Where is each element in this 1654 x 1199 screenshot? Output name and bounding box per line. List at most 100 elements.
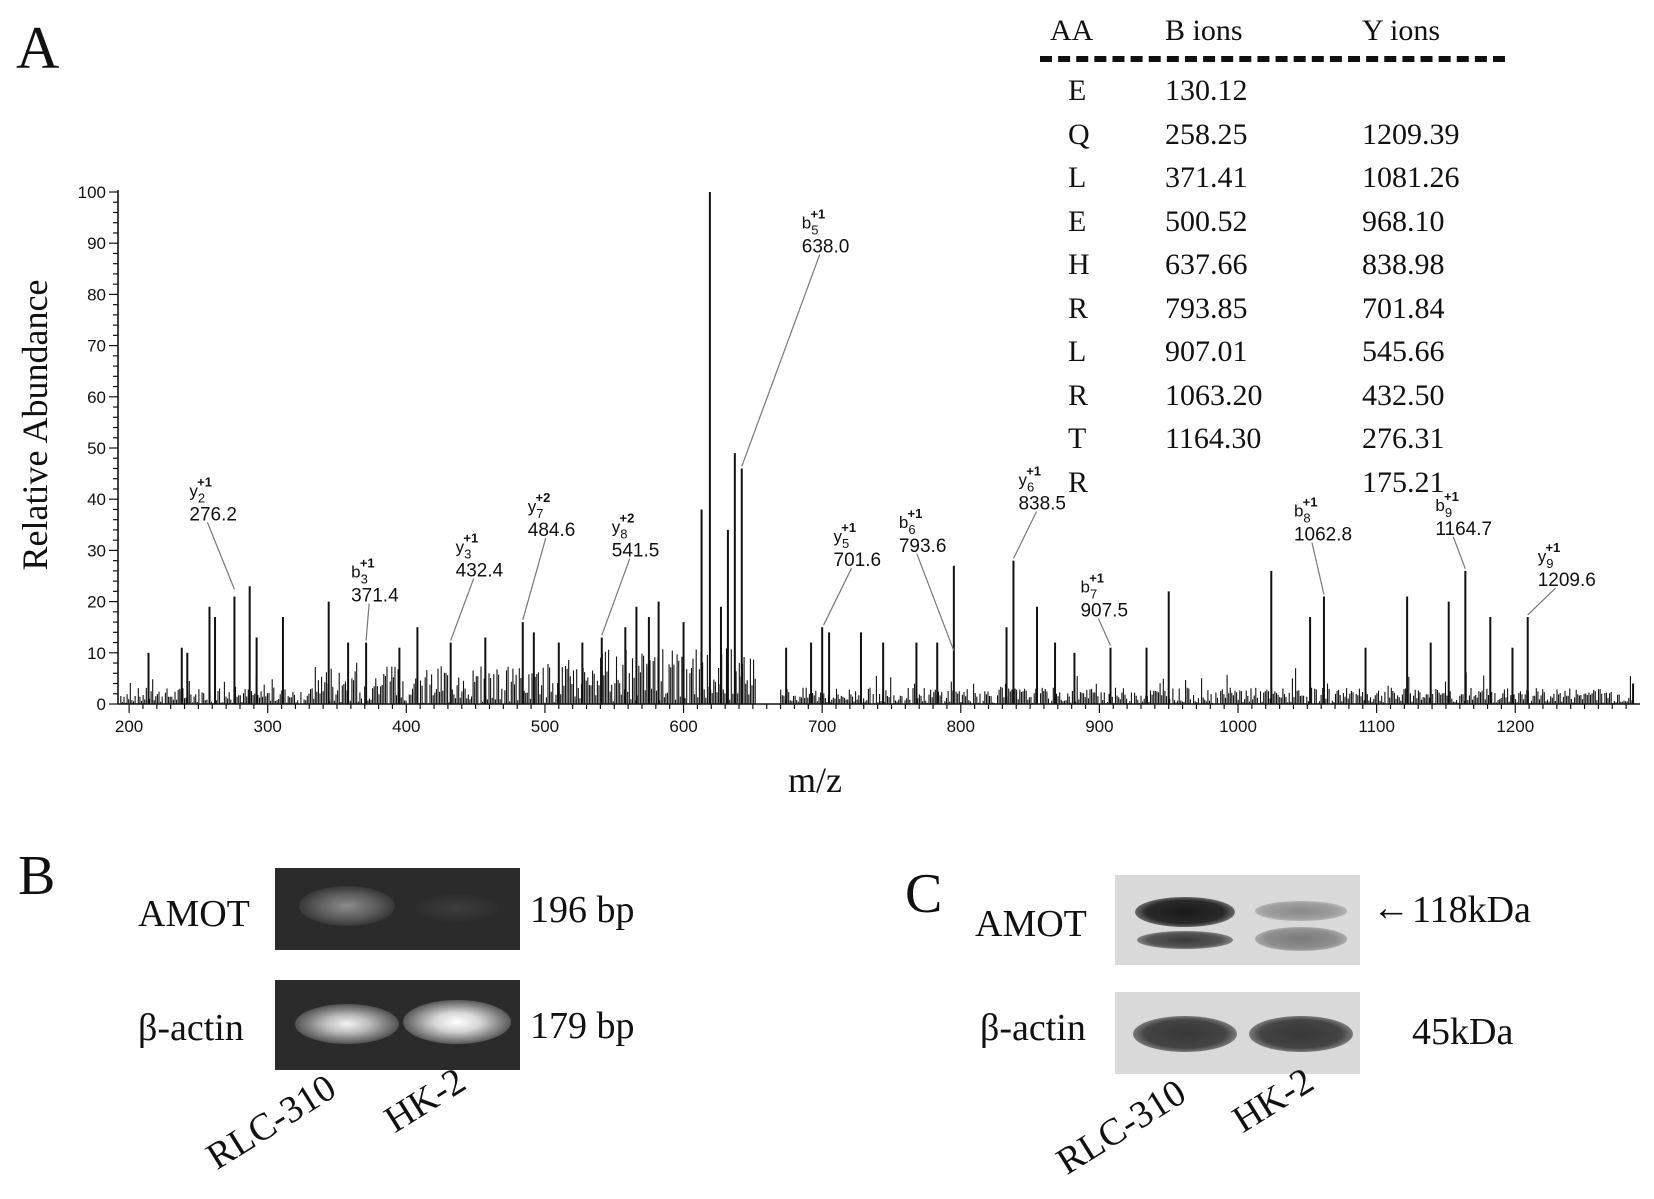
annotation-leader-line [823, 567, 853, 626]
annotation-ion-name: y7+2 [528, 490, 551, 521]
annotation-ion-index: 8 [620, 526, 627, 541]
annotation-leader-line [365, 603, 370, 641]
annotation-charge: +1 [1545, 540, 1560, 555]
annotation-ion-name: b5+1 [802, 206, 826, 237]
annotation-mz-value: 907.5 [1080, 601, 1128, 622]
ion-table-b-ion: 1164.30 [1165, 422, 1262, 455]
ion-table-y-ion: 838.98 [1362, 248, 1445, 281]
pcr-gel-amot [275, 868, 520, 950]
annotation-ion-letter: b [802, 213, 811, 232]
panel-b-lane-label-2: HK-2 [377, 1059, 473, 1142]
y-tick-label: 30 [87, 541, 106, 560]
annotation-mz-value: 638.0 [802, 236, 850, 257]
y-tick-label: 60 [87, 388, 106, 407]
annotation-ion-letter: y [189, 481, 198, 500]
x-tick-label: 400 [392, 717, 420, 736]
panel-b-row-label-actin: β-actin [138, 1007, 244, 1049]
annotation-mz-value: 701.6 [834, 550, 882, 571]
blot-band [1135, 897, 1235, 927]
ion-table-b-ion: 258.25 [1165, 117, 1248, 151]
annotation-charge: +1 [1089, 571, 1104, 586]
panel-c-row-label-amot: AMOT [975, 903, 1087, 945]
panel-a: A 0 10 20 30 40 50 60 70 80 90 100 200 300 400 500 600 7… [15, 14, 1640, 800]
annotation-ion-name: y6+1 [1018, 464, 1041, 495]
annotation-charge: +1 [360, 556, 375, 571]
annotation-leader-line [1527, 587, 1557, 616]
annotation-leader-line [601, 558, 631, 636]
annotation-ion-name: y2+1 [189, 474, 212, 505]
gel-band [403, 1000, 511, 1044]
blot-band [1137, 931, 1233, 949]
panel-c-letter: C [905, 863, 943, 925]
x-tick-label: 600 [669, 717, 697, 736]
x-tick-label: 1200 [1496, 717, 1534, 736]
annotation-ion-name: y8+2 [612, 510, 635, 541]
annotation-mz-value: 541.5 [612, 540, 660, 561]
panel-b-lane-label-1: RLC-310 [199, 1066, 344, 1179]
annotation-ion-name: b3+1 [351, 556, 375, 587]
annotation-ion-letter: y [528, 497, 537, 516]
ion-table-aa: R [1068, 291, 1089, 325]
annotation-mz-value: 276.2 [189, 504, 237, 525]
panel-c-row-label-actin: β-actin [980, 1007, 1086, 1049]
annotation-charge: +1 [841, 520, 856, 535]
western-blot-actin [1115, 992, 1360, 1074]
annotation-charge: +1 [810, 206, 825, 221]
ion-table-b-ion: 907.01 [1165, 335, 1248, 368]
ion-table-y-ion: 545.66 [1362, 335, 1445, 368]
ion-table-b-ion: 637.66 [1165, 248, 1248, 281]
annotation-ion-name: y5+1 [834, 520, 857, 551]
annotation-ion-index: 6 [1027, 480, 1034, 495]
annotation-leader-line [206, 522, 235, 590]
y-tick-label: 50 [87, 439, 106, 458]
ion-table-b-ion: 1063.20 [1165, 378, 1263, 412]
y-tick-label: 100 [78, 183, 106, 202]
annotation-leader-line [916, 553, 955, 652]
x-tick-label: 1000 [1219, 717, 1257, 736]
ion-table-b-ion: 371.41 [1165, 161, 1248, 194]
ion-table-header-aa: AA [1050, 14, 1094, 47]
annotation-ion-index: 3 [361, 572, 368, 587]
annotation-ion-name: b7+1 [1080, 571, 1104, 602]
ion-table-aa: R [1068, 465, 1089, 499]
gel-band [299, 886, 395, 926]
annotation-ion-index: 7 [1090, 587, 1097, 602]
y-tick-label: 20 [87, 593, 106, 612]
ion-table-y-ion: 968.10 [1362, 204, 1445, 238]
panel-b-size-amot: 196 bp [530, 889, 635, 931]
panel-c-arrow-icon: ← [1372, 887, 1410, 929]
ion-table-y-ion: 1081.26 [1362, 161, 1460, 194]
annotation-charge: +2 [620, 510, 635, 525]
y-tick-label: 90 [87, 234, 106, 253]
annotation-ion-name: b9+1 [1435, 489, 1459, 520]
annotation-ion-name: y3+1 [456, 531, 479, 562]
ion-table-aa: L [1068, 335, 1087, 368]
ion-table-b-ion: 793.85 [1165, 291, 1248, 325]
annotation-mz-value: 1062.8 [1294, 524, 1352, 545]
annotation-ion-letter: y [1538, 547, 1547, 566]
blot-band [1249, 1016, 1353, 1052]
annotation-ion-letter: b [1294, 501, 1303, 520]
y-tick-label: 70 [87, 337, 106, 356]
western-blot-amot [1115, 875, 1360, 965]
y-tick-label: 10 [87, 644, 106, 663]
ion-table-b-ion: 500.52 [1165, 204, 1248, 238]
annotation-charge: +1 [908, 506, 923, 521]
blot-band [1133, 1016, 1237, 1052]
ion-table-aa: L [1068, 161, 1087, 194]
ion-table-y-ion: 276.31 [1362, 422, 1445, 455]
annotation-charge: +1 [1444, 489, 1459, 504]
annotation-ion-index: 6 [908, 522, 915, 537]
blot-band [1255, 927, 1347, 951]
panel-b-row-label-amot: AMOT [138, 893, 250, 935]
annotation-leader-line [522, 537, 547, 621]
panel-a-letter: A [16, 15, 60, 81]
gel-band [415, 894, 499, 922]
panel-c-lane-label-1: RLC-310 [1049, 1071, 1194, 1184]
